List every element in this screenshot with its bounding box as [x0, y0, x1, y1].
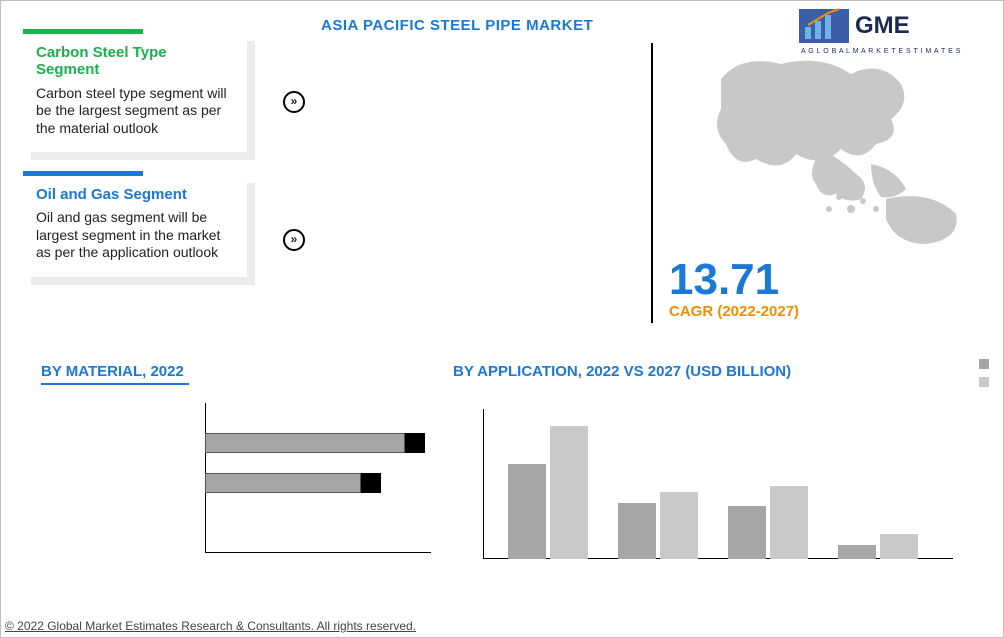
- cagr-label: CAGR (2022-2027): [669, 303, 799, 320]
- application-chart-title: BY APPLICATION, 2022 VS 2027 (USD BILLIO…: [453, 363, 791, 380]
- card-cap: [23, 171, 143, 176]
- hbar-cap: [361, 473, 381, 493]
- cagr-value: 13.71: [669, 255, 779, 305]
- underline: [41, 383, 189, 385]
- page-title: ASIA PACIFIC STEEL PIPE MARKET: [321, 17, 593, 34]
- col: [728, 506, 766, 559]
- segment-body: Oil and gas segment will be largest segm…: [36, 209, 234, 262]
- col: [660, 492, 698, 559]
- col: [880, 534, 918, 559]
- segment-body: Carbon steel type segment will be the la…: [36, 85, 234, 138]
- infographic-page: ASIA PACIFIC STEEL PIPE MARKET GME A G L…: [0, 0, 1004, 638]
- col: [618, 503, 656, 559]
- segment-card-carbon-steel: Carbon Steel Type Segment Carbon steel t…: [23, 33, 247, 152]
- copyright: © 2022 Global Market Estimates Research …: [5, 619, 416, 633]
- col: [508, 464, 546, 559]
- card-cap: [23, 29, 143, 34]
- axis: [483, 409, 484, 559]
- segment-card-oil-gas: Oil and Gas Segment Oil and gas segment …: [23, 175, 247, 277]
- hbar-row: [205, 473, 381, 493]
- hbar: [205, 473, 361, 493]
- col: [550, 426, 588, 559]
- vertical-divider: [651, 43, 653, 323]
- asia-pacific-map: [701, 49, 981, 249]
- col: [838, 545, 876, 559]
- application-chart: [453, 393, 963, 583]
- chevron-icon: »: [283, 229, 305, 251]
- legend-item: [979, 373, 993, 391]
- legend-item: [979, 355, 993, 373]
- hbar-cap: [405, 433, 425, 453]
- segment-title: Oil and Gas Segment: [36, 186, 234, 203]
- col: [770, 486, 808, 559]
- segment-title: Carbon Steel Type Segment: [36, 44, 234, 79]
- hbar: [205, 433, 405, 453]
- legend: [979, 355, 993, 391]
- material-chart-title: BY MATERIAL, 2022: [41, 363, 184, 380]
- chevron-icon: »: [283, 91, 305, 113]
- axis: [205, 552, 431, 553]
- svg-text:GME: GME: [855, 12, 910, 39]
- material-chart: [41, 403, 431, 553]
- hbar-row: [205, 433, 425, 453]
